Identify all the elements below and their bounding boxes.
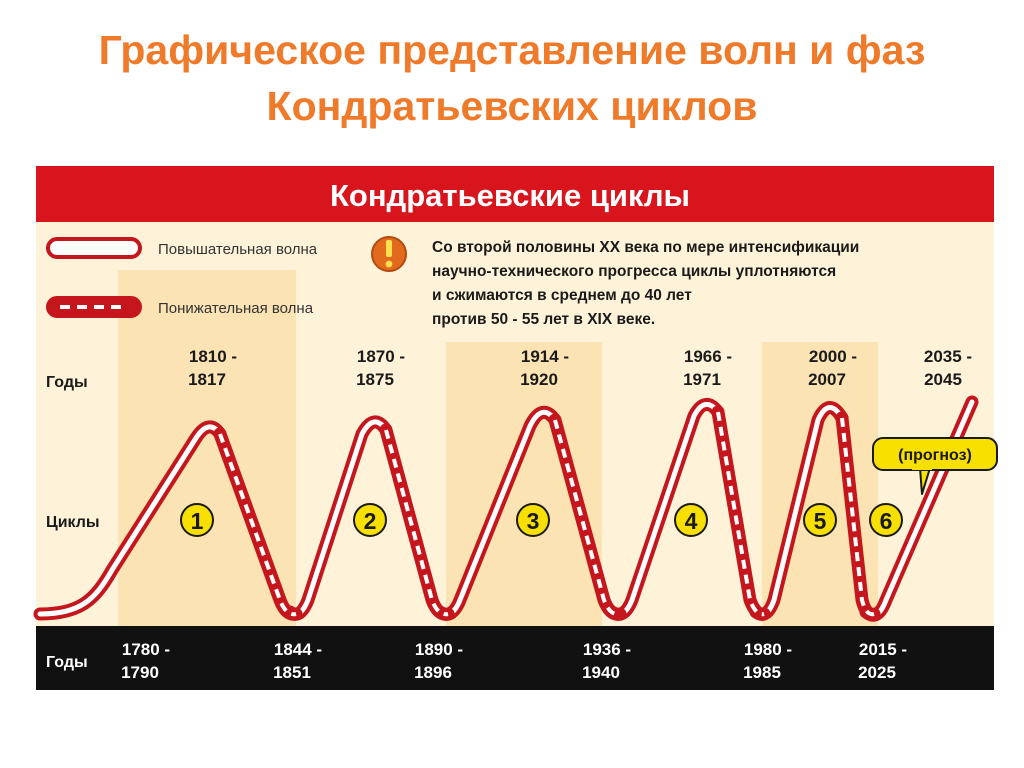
svg-text:1980 -: 1980 - xyxy=(744,640,792,659)
svg-text:6: 6 xyxy=(880,508,893,534)
svg-text:1780 -: 1780 - xyxy=(122,640,170,659)
note-line: Со второй половины XX века по мере интен… xyxy=(432,239,859,256)
trough-year-label: 1936 - 1940 xyxy=(582,640,631,682)
header-title: Кондратьевские циклы xyxy=(330,178,690,213)
svg-text:1890 -: 1890 - xyxy=(415,640,463,659)
note: Со второй половины XX века по мере интен… xyxy=(371,236,859,328)
svg-text:2015 -: 2015 - xyxy=(859,640,907,659)
peak-year-label: 1914 - 1920 xyxy=(520,347,569,389)
svg-text:1920: 1920 xyxy=(520,370,558,389)
cycle-badge: 5 xyxy=(803,503,837,537)
svg-text:1914 -: 1914 - xyxy=(521,347,569,366)
cycle-badge: 6 xyxy=(869,503,903,537)
trough-year-label: 1844 - 1851 xyxy=(273,640,322,682)
footer-bar xyxy=(36,626,994,690)
legend-rising-label: Повышательная волна xyxy=(158,241,318,258)
peak-year-label: 2000 - 2007 xyxy=(808,347,857,389)
note-line: против 50 - 55 лет в XIX веке. xyxy=(432,311,655,328)
slide-title: Графическое представление волн и фаз Кон… xyxy=(0,22,1024,134)
svg-text:2045: 2045 xyxy=(924,370,962,389)
row-label-years-bottom: Годы xyxy=(46,654,88,671)
trough-years: 1780 - 1790 1844 - 1851 1890 - 1896 1936… xyxy=(121,640,907,682)
svg-text:1817: 1817 xyxy=(188,370,226,389)
svg-text:4: 4 xyxy=(685,508,698,534)
svg-text:2: 2 xyxy=(364,508,377,534)
trough-year-label: 2015 - 2025 xyxy=(858,640,907,682)
trough-year-label: 1980 - 1985 xyxy=(743,640,792,682)
note-line: научно-технического прогресса циклы упло… xyxy=(432,263,836,280)
svg-text:1870 -: 1870 - xyxy=(357,347,405,366)
svg-text:1844 -: 1844 - xyxy=(274,640,322,659)
forecast-label: (прогноз) xyxy=(898,447,972,464)
svg-text:2035 -: 2035 - xyxy=(924,347,972,366)
cycle-badges: 1 2 3 4 5 6 xyxy=(180,503,903,537)
legend-falling-label: Понижательная волна xyxy=(158,300,314,317)
svg-text:1851: 1851 xyxy=(273,663,311,682)
peak-year-label: 1870 - 1875 xyxy=(356,347,405,389)
cycle-badge: 3 xyxy=(516,503,550,537)
svg-text:2000 -: 2000 - xyxy=(809,347,857,366)
cycle-badge: 2 xyxy=(353,503,387,537)
cycle-badge: 1 xyxy=(180,503,214,537)
svg-text:1790: 1790 xyxy=(121,663,159,682)
header-bar xyxy=(36,166,994,222)
svg-text:1966 -: 1966 - xyxy=(684,347,732,366)
exclamation-icon xyxy=(371,236,407,272)
svg-text:3: 3 xyxy=(527,508,540,534)
svg-text:1971: 1971 xyxy=(683,370,721,389)
slide-title-line-1: Графическое представление волн и фаз xyxy=(98,27,926,73)
peak-years: 1810 - 1817 1870 - 1875 1914 - 1920 1966… xyxy=(188,347,972,389)
svg-text:1936 -: 1936 - xyxy=(583,640,631,659)
legend: Повышательная волна Понижательная волна xyxy=(46,237,318,318)
svg-text:5: 5 xyxy=(814,508,827,534)
svg-text:2007: 2007 xyxy=(808,370,846,389)
svg-text:1: 1 xyxy=(191,508,204,534)
svg-text:1875: 1875 xyxy=(356,370,394,389)
svg-text:1940: 1940 xyxy=(582,663,620,682)
peak-year-label: 2035 - 2045 xyxy=(924,347,972,389)
slide-title-line-2: Кондратьевских циклов xyxy=(266,83,758,129)
svg-text:1810 -: 1810 - xyxy=(189,347,237,366)
trough-year-label: 1890 - 1896 xyxy=(414,640,463,682)
svg-text:1896: 1896 xyxy=(414,663,452,682)
cycle-badge: 4 xyxy=(674,503,708,537)
row-label-cycles: Циклы xyxy=(46,514,100,531)
note-line: и сжимаются в среднем до 40 лет xyxy=(432,287,692,304)
peak-year-label: 1966 - 1971 xyxy=(683,347,732,389)
forecast-callout: (прогноз) xyxy=(872,437,998,495)
row-label-years-top: Годы xyxy=(46,374,88,391)
legend-rising-swatch xyxy=(46,237,142,259)
svg-text:2025: 2025 xyxy=(858,663,896,682)
legend-falling-swatch xyxy=(46,296,142,318)
peak-year-label: 1810 - 1817 xyxy=(188,347,237,389)
falling-waves xyxy=(213,405,881,621)
trough-year-label: 1780 - 1790 xyxy=(121,640,170,682)
svg-text:1985: 1985 xyxy=(743,663,781,682)
